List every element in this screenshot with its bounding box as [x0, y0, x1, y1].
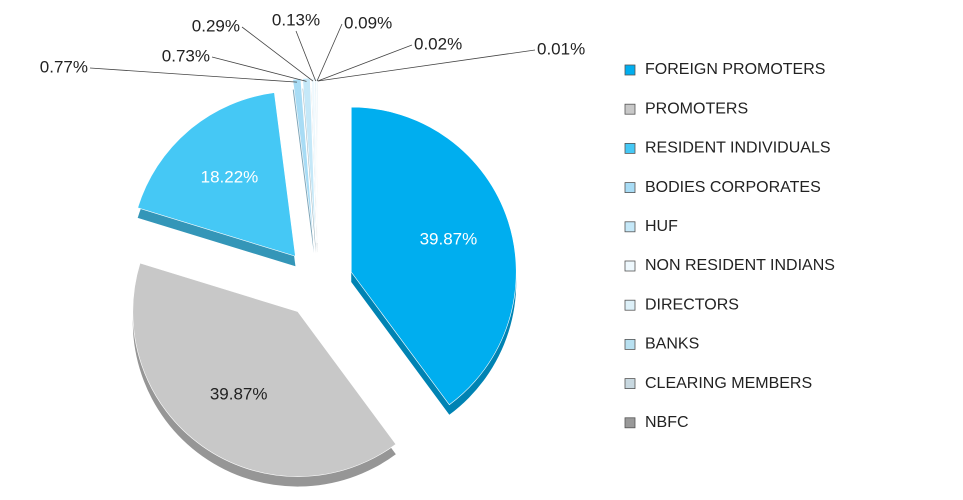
data-label: 18.22%	[201, 168, 259, 187]
data-label: 0.29%	[192, 16, 240, 35]
slice-side	[302, 88, 316, 254]
slice	[350, 106, 517, 406]
legend-label: BANKS	[645, 336, 699, 353]
legend-swatch	[624, 378, 636, 390]
legend-swatch	[624, 142, 636, 154]
legend-swatch	[624, 64, 636, 76]
legend-label: CLEARING MEMBERS	[645, 375, 812, 392]
data-label: 0.73%	[162, 46, 210, 65]
leader-line	[89, 67, 298, 83]
legend-label: FOREIGN PROMOTERS	[645, 61, 825, 78]
leader-line	[317, 44, 413, 82]
data-label: 0.13%	[272, 10, 320, 29]
legend-swatch	[624, 299, 636, 311]
legend-label: BODIES CORPORATES	[645, 179, 821, 196]
legend-swatch	[624, 338, 636, 350]
legend-label: PROMOTERS	[645, 100, 748, 117]
data-label: 0.09%	[344, 13, 392, 32]
slice	[137, 92, 296, 257]
leader-line	[241, 26, 314, 82]
data-label: 39.87%	[420, 230, 478, 249]
legend-label: DIRECTORS	[645, 296, 739, 313]
data-label: 0.77%	[40, 57, 88, 76]
legend-swatch	[624, 221, 636, 233]
slice	[132, 262, 397, 477]
leader-line	[317, 49, 536, 82]
legend-swatch	[624, 103, 636, 115]
leader-line	[211, 56, 307, 82]
legend-label: NBFC	[645, 414, 689, 431]
legend-swatch	[624, 417, 636, 429]
legend-swatch	[624, 260, 636, 272]
leader-line	[295, 30, 317, 82]
slice	[302, 77, 317, 244]
legend-label: NON RESIDENT INDIANS	[645, 257, 835, 274]
slice-side	[292, 88, 314, 254]
data-label: 39.87%	[210, 385, 268, 404]
leader-line	[316, 23, 343, 82]
legend-label: RESIDENT INDIVIDUALS	[645, 140, 831, 157]
legend-label: HUF	[645, 218, 678, 235]
slice-side	[311, 88, 318, 254]
legend-swatch	[624, 182, 636, 194]
data-label: 0.02%	[414, 34, 462, 53]
data-label: 0.01%	[537, 39, 585, 58]
